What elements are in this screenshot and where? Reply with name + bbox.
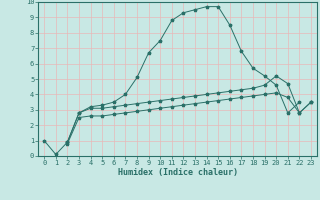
X-axis label: Humidex (Indice chaleur): Humidex (Indice chaleur) [118, 168, 238, 177]
